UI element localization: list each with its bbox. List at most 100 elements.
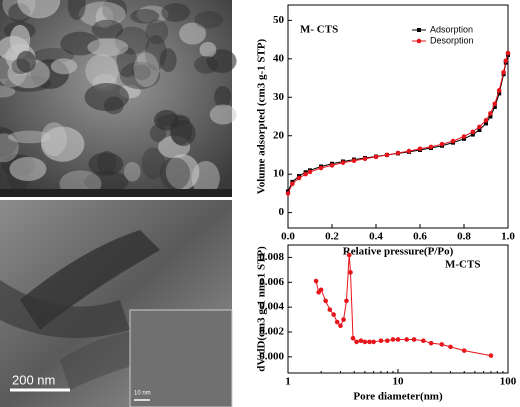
sem-flake	[97, 150, 117, 175]
annotation: M-CTS	[445, 259, 480, 271]
marker	[354, 339, 359, 345]
sem-flake	[87, 38, 129, 57]
sem-flake	[7, 130, 52, 144]
series-line	[287, 52, 509, 194]
x-tick-label: 100	[500, 376, 517, 388]
marker	[428, 144, 434, 150]
sem-flake	[159, 157, 191, 191]
x-tick-label: 1.0	[501, 231, 515, 243]
sem-flake	[78, 1, 126, 27]
marker	[329, 163, 335, 168]
sem-flake	[206, 49, 237, 74]
marker	[348, 270, 353, 275]
sem-flake	[67, 0, 86, 21]
sem-flake	[170, 120, 196, 147]
sem-flake	[154, 109, 179, 131]
x-tick-label: 0.6	[413, 231, 427, 243]
sem-flake	[194, 55, 219, 74]
plot-frame	[287, 4, 509, 229]
y-tick-label: 0.000	[259, 350, 284, 362]
marker	[450, 138, 456, 144]
x-tick-label: 0.2	[325, 231, 339, 243]
marker	[340, 160, 346, 165]
sem-flake	[199, 41, 217, 58]
marker	[350, 335, 356, 341]
marker	[411, 337, 417, 342]
x-tick-label: 0.8	[457, 231, 471, 243]
marker	[362, 156, 368, 162]
sem-flake	[179, 22, 207, 45]
sem-flake	[16, 50, 36, 73]
marker	[483, 118, 489, 123]
inset-scale-label: 10 nm	[134, 391, 151, 397]
sem-flake	[114, 26, 150, 55]
sem-flake	[159, 48, 177, 73]
y-tick-label: 20	[273, 129, 285, 141]
x-axis-label: Pore diameter(nm)	[353, 391, 443, 403]
sem-flake	[209, 104, 237, 125]
sem-flake	[141, 147, 165, 180]
marker	[462, 136, 466, 141]
sem-flake	[0, 133, 19, 163]
marker	[371, 339, 376, 345]
marker	[477, 124, 482, 130]
marker	[367, 339, 372, 345]
marker	[488, 114, 493, 119]
legend-marker	[417, 28, 421, 32]
marker	[501, 69, 506, 75]
marker	[492, 104, 497, 109]
sem-flake	[102, 0, 128, 22]
x-tick-label: 0.0	[281, 231, 295, 243]
marker	[327, 307, 333, 312]
y-tick-label: 30	[273, 91, 285, 103]
marker	[492, 101, 498, 107]
sem-flake	[41, 122, 67, 156]
marker	[285, 191, 291, 196]
sem-flake	[17, 0, 61, 19]
sem-flake	[169, 115, 193, 146]
legend-label: Desorption	[430, 35, 474, 45]
y-tick-label: 40	[273, 52, 285, 64]
marker	[362, 339, 368, 345]
legend-marker	[416, 38, 422, 44]
marker	[296, 175, 302, 181]
marker	[395, 337, 401, 342]
x-axis-label: Relative pressure(P/Po)	[343, 246, 454, 258]
x-tick-label: 1	[285, 376, 291, 388]
y-axis-label: Volume adsorpted (cm3 g-1 STP)	[256, 38, 268, 194]
sem-flake	[161, 3, 191, 22]
marker	[303, 171, 308, 177]
sem-flake	[133, 52, 160, 88]
y-axis-label: dV/dD(cm3 g-1 nm-1 STP)	[256, 246, 268, 372]
y-tick-label: 50	[273, 14, 285, 26]
sem-flake	[191, 160, 220, 196]
sem-flake	[88, 152, 124, 176]
marker	[477, 127, 482, 132]
x-tick-label: 0.4	[369, 231, 383, 243]
sem-flake	[149, 124, 167, 142]
y-tick-label: 0	[279, 206, 285, 218]
marker	[428, 340, 434, 346]
sem-flake	[194, 11, 224, 29]
series-line	[287, 54, 509, 192]
tem-image: 200 nm 10 nm	[0, 200, 233, 407]
sem-flake	[40, 126, 85, 162]
sem-flake	[60, 31, 100, 56]
y-tick-label: 10	[273, 168, 285, 180]
sem-flake	[165, 154, 200, 190]
marker	[351, 158, 357, 164]
marker	[404, 337, 410, 342]
sem-info-bar	[0, 189, 232, 197]
annotation: M- CTS	[300, 24, 338, 36]
marker	[505, 50, 511, 56]
sem-flake	[84, 170, 129, 193]
tem-inset	[129, 309, 233, 407]
marker	[470, 129, 476, 135]
marker	[461, 134, 467, 139]
sem-flake	[0, 127, 18, 158]
marker	[338, 323, 343, 329]
y-tick-label: 0.004	[259, 301, 284, 313]
marker	[344, 298, 349, 304]
y-tick-label: 0.008	[259, 251, 284, 263]
